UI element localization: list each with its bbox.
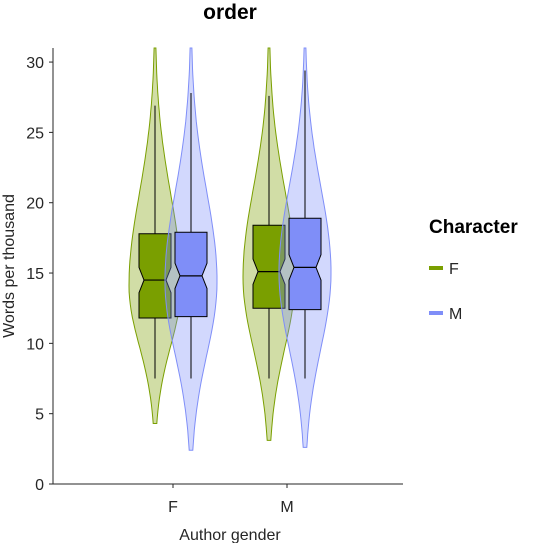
legend-label: F: [449, 261, 459, 278]
legend-swatch: [429, 266, 443, 270]
legend-label: M: [449, 306, 462, 323]
y-ticks: 0 5 10 15 20 25 30: [26, 55, 53, 494]
x-tick-label: M: [280, 499, 293, 516]
y-tick-label: 0: [35, 477, 44, 494]
y-tick-label: 5: [35, 407, 44, 424]
y-tick-label: 15: [26, 266, 44, 283]
notched-box: [288, 217, 322, 311]
y-axis-title: Words per thousand: [1, 194, 18, 338]
notched-box: [174, 231, 208, 318]
chart-title: order: [203, 1, 257, 24]
axes: [52, 48, 403, 485]
legend: Character F M: [429, 217, 518, 323]
notched-box: [138, 233, 172, 319]
y-tick-label: 20: [26, 196, 44, 213]
legend-swatch: [429, 311, 443, 315]
x-axis-title: Author gender: [179, 527, 281, 543]
violin-group-M-M: [278, 47, 332, 448]
violin-group-F-M: [242, 47, 296, 441]
y-tick-label: 30: [26, 55, 44, 72]
notched-box: [252, 224, 286, 309]
legend-title: Character: [429, 217, 518, 238]
y-tick-label: 10: [26, 336, 44, 353]
x-tick-label: F: [168, 499, 178, 516]
violin-group-M-F: [164, 47, 218, 451]
y-tick-label: 25: [26, 125, 44, 142]
plot-area: [128, 47, 332, 451]
